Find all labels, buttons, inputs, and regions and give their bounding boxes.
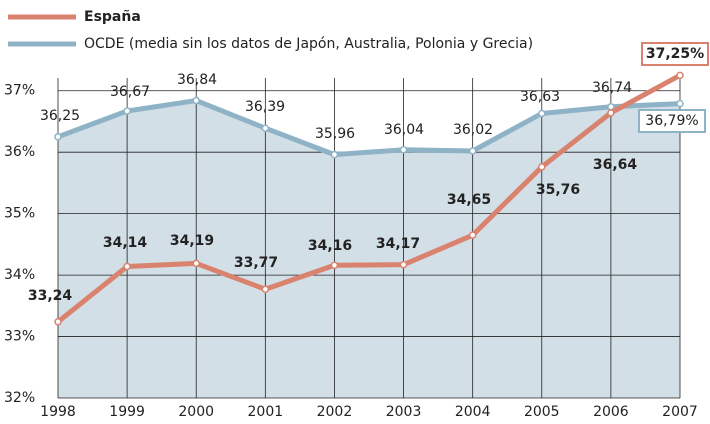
x-tick-label: 2005 xyxy=(524,404,560,420)
x-tick-label: 2001 xyxy=(248,404,284,420)
label-box xyxy=(641,42,709,66)
y-tick-label: 32% xyxy=(4,390,35,406)
data-label: 35,96 xyxy=(315,126,355,142)
y-tick-label: 37% xyxy=(4,83,35,99)
data-label: 34,16 xyxy=(308,238,352,254)
data-label: 36,02 xyxy=(453,122,493,138)
data-label: 36,84 xyxy=(177,72,217,88)
data-label: 36,63 xyxy=(520,89,560,105)
x-tick-label: 1999 xyxy=(109,404,145,420)
point xyxy=(607,102,615,111)
point xyxy=(123,107,131,115)
point xyxy=(54,133,62,141)
x-tick-label: 1998 xyxy=(40,404,76,420)
line xyxy=(57,98,681,158)
data-label: 34,65 xyxy=(447,192,491,208)
data-label: 34,19 xyxy=(170,233,214,249)
point xyxy=(538,163,546,171)
data-label: 35,76 xyxy=(536,182,580,198)
point xyxy=(538,109,546,118)
point xyxy=(330,150,339,159)
x-tick-label: 2003 xyxy=(386,404,422,420)
y-tick-label: 33% xyxy=(4,329,35,345)
point xyxy=(192,96,200,105)
point xyxy=(399,260,408,269)
data-label: 36,67 xyxy=(110,84,150,100)
data-label: 37,25% xyxy=(646,46,704,62)
line xyxy=(56,73,682,324)
data-label: 33,77 xyxy=(234,255,278,271)
x-tick-label: 2002 xyxy=(317,404,353,420)
point xyxy=(607,109,615,117)
data-label: 36,39 xyxy=(245,99,285,115)
label-box xyxy=(638,109,706,133)
data-label: 36,04 xyxy=(384,122,424,138)
area xyxy=(58,100,680,398)
x-tick-label: 2000 xyxy=(178,404,214,420)
y-tick-label: 35% xyxy=(4,206,35,222)
y-tick-label: 34% xyxy=(4,267,35,283)
data-label: 36,79% xyxy=(645,113,698,129)
point xyxy=(468,231,477,239)
point xyxy=(54,318,62,326)
point xyxy=(261,124,270,132)
point xyxy=(261,285,270,293)
legend: España OCDE (media sin los datos de Japó… xyxy=(8,9,533,52)
point xyxy=(676,71,684,80)
point xyxy=(468,147,477,155)
data-label: 34,17 xyxy=(376,236,420,252)
legend-label: España xyxy=(84,9,141,25)
data-label: 33,24 xyxy=(28,288,73,304)
point xyxy=(676,99,684,108)
data-label: 34,14 xyxy=(103,235,148,251)
point xyxy=(192,259,200,268)
x-tick-label: 2004 xyxy=(455,404,491,420)
x-tick-label: 2007 xyxy=(662,404,698,420)
point xyxy=(123,262,131,271)
y-tick-label: 36% xyxy=(4,144,35,160)
data-label: 36,64 xyxy=(593,157,638,173)
data-label: 36,25 xyxy=(40,108,80,124)
data-label: 36,74 xyxy=(592,80,632,96)
point xyxy=(399,145,408,154)
legend-label: OCDE (media sin los datos de Japón, Aust… xyxy=(84,36,533,52)
x-tick-label: 2006 xyxy=(593,404,629,420)
point xyxy=(330,261,339,270)
